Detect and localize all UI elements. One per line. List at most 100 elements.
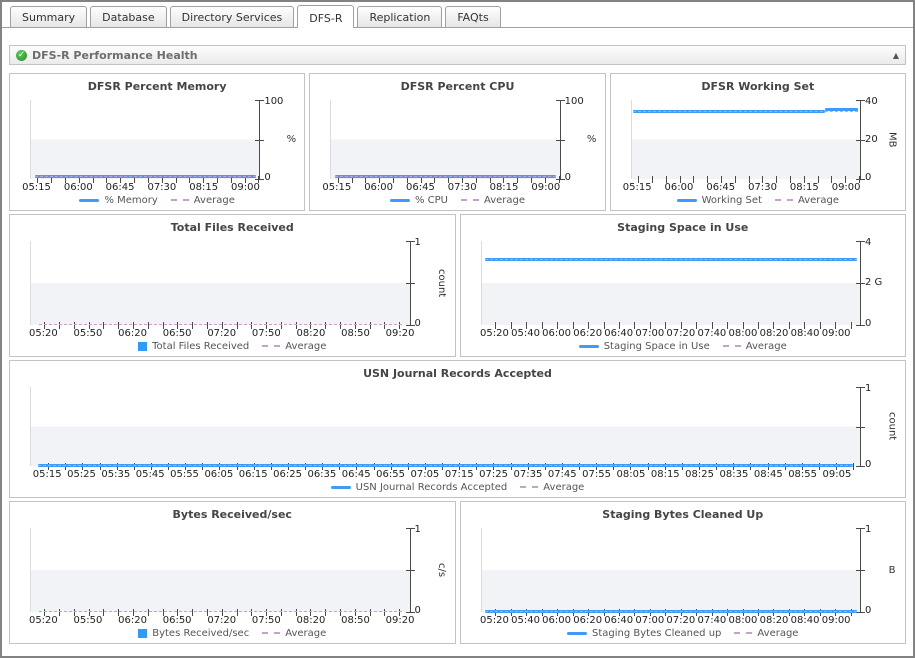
x-tick-label: 06:45 bbox=[706, 182, 736, 193]
average-swatch bbox=[262, 345, 281, 347]
x-tick-mark bbox=[175, 176, 177, 183]
tab-faqts[interactable]: FAQts bbox=[445, 6, 501, 27]
x-tick-label: 06:20 bbox=[573, 615, 603, 626]
x-tick-label: 09:20 bbox=[385, 328, 415, 339]
x-tick-mark bbox=[517, 176, 519, 183]
average-label: Average bbox=[193, 194, 235, 206]
series-label: Total Files Received bbox=[152, 340, 250, 352]
series-swatch bbox=[79, 198, 100, 202]
y-tick-label: 0 bbox=[264, 172, 271, 183]
y-tick-label: 40 bbox=[865, 96, 878, 107]
x-tick-label: 07:40 bbox=[697, 328, 727, 339]
x-tick-label: 06:45 bbox=[405, 182, 435, 193]
x-tick-label: 05:15 bbox=[622, 182, 652, 193]
y-tick-mark bbox=[856, 570, 865, 571]
chart-staging-space-in-use: Staging Space in Use 4 2 G 0 05:20 05:40 06:00… bbox=[459, 214, 906, 357]
x-tick-mark bbox=[369, 322, 371, 329]
tab-dfs-r[interactable]: DFS-R bbox=[297, 5, 355, 28]
y-axis-unit: count bbox=[436, 268, 447, 298]
x-tick-mark bbox=[618, 322, 620, 329]
x-tick-mark bbox=[192, 609, 194, 616]
collapse-icon[interactable]: ▲ bbox=[892, 50, 899, 60]
x-tick-label: 08:15 bbox=[489, 182, 519, 193]
x-tick-label: 05:55 bbox=[170, 469, 199, 480]
x-tick-label: 06:25 bbox=[273, 469, 302, 480]
x-tick-mark bbox=[147, 322, 149, 329]
tab-database[interactable]: Database bbox=[90, 6, 167, 27]
x-tick-mark bbox=[189, 176, 191, 183]
tab-directory-services[interactable]: Directory Services bbox=[169, 6, 295, 27]
series-label: % CPU bbox=[414, 194, 448, 206]
section-header[interactable]: ✓ DFS-R Performance Health ▲ bbox=[9, 45, 906, 65]
tab-summary[interactable]: Summary bbox=[10, 6, 88, 27]
y-tick-mark bbox=[405, 283, 415, 284]
x-tick-label: 05:45 bbox=[135, 469, 165, 480]
x-tick-mark bbox=[106, 176, 108, 183]
x-tick-mark bbox=[557, 322, 559, 329]
x-tick-mark bbox=[295, 322, 297, 329]
x-tick-label: 06:05 bbox=[204, 469, 234, 480]
x-tick-mark bbox=[295, 609, 297, 616]
x-tick-label: 06:50 bbox=[162, 615, 192, 626]
x-tick-label: 05:50 bbox=[73, 615, 103, 626]
x-tick-label: 07:30 bbox=[147, 182, 177, 193]
x-tick-mark bbox=[819, 322, 821, 329]
y-axis-unit: count bbox=[886, 412, 898, 441]
x-tick-mark bbox=[325, 609, 327, 616]
x-tick-mark bbox=[680, 322, 682, 329]
x-tick-label: 08:20 bbox=[296, 615, 326, 626]
x-tick-mark bbox=[310, 609, 312, 616]
x-tick-label: 06:40 bbox=[604, 328, 634, 339]
y-axis-labels: 100 0 bbox=[260, 96, 284, 183]
average-line bbox=[38, 324, 402, 325]
x-tick-mark bbox=[817, 176, 819, 183]
x-tick-label: 05:20 bbox=[480, 615, 509, 626]
x-tick-mark bbox=[133, 609, 135, 616]
x-tick-mark bbox=[788, 322, 790, 329]
plot-area bbox=[330, 100, 565, 183]
x-tick-label: 06:45 bbox=[341, 469, 371, 480]
x-tick-label: 07:15 bbox=[444, 469, 474, 480]
y-tick-mark bbox=[856, 612, 865, 613]
x-tick-label: 09:00 bbox=[531, 182, 561, 193]
average-line bbox=[633, 110, 859, 112]
x-tick-label: 06:20 bbox=[118, 328, 147, 339]
x-tick-mark bbox=[103, 322, 105, 329]
tab-replication[interactable]: Replication bbox=[357, 6, 443, 27]
series-label: Working Set bbox=[701, 194, 762, 206]
chart-row-4: Bytes Received/sec 1 0 c/s 05:20 05:50 06:20 06… bbox=[9, 501, 906, 644]
x-tick-label: 05:35 bbox=[101, 469, 131, 480]
x-tick-mark bbox=[634, 322, 636, 329]
x-tick-mark bbox=[266, 609, 268, 616]
x-tick-mark bbox=[88, 322, 90, 329]
x-tick-mark bbox=[244, 176, 246, 183]
x-tick-mark bbox=[221, 322, 223, 329]
y-tick-mark bbox=[555, 139, 565, 141]
y-axis-labels: 4 2 G 0 bbox=[861, 237, 885, 329]
average-line bbox=[38, 611, 402, 612]
x-tick-mark bbox=[649, 322, 651, 329]
x-tick-mark bbox=[696, 322, 698, 329]
x-tick-mark bbox=[73, 322, 75, 329]
x-tick-mark bbox=[236, 322, 238, 329]
y-axis-unit: B bbox=[888, 564, 896, 576]
y-axis-unit: % bbox=[586, 134, 597, 145]
x-tick-mark bbox=[88, 609, 90, 616]
x-tick-label: 07:35 bbox=[513, 469, 543, 480]
x-tick-label: 07:45 bbox=[547, 469, 577, 480]
x-tick-label: 06:00 bbox=[542, 615, 572, 626]
x-tick-label: 08:15 bbox=[189, 182, 219, 193]
y-tick-mark bbox=[405, 570, 415, 571]
x-tick-mark bbox=[588, 322, 590, 329]
average-line bbox=[484, 611, 857, 612]
x-tick-label: 08:35 bbox=[719, 469, 749, 480]
x-tick-mark bbox=[203, 176, 205, 183]
y-tick-mark bbox=[856, 139, 865, 141]
x-tick-mark bbox=[572, 322, 574, 329]
x-tick-label: 06:20 bbox=[573, 328, 603, 339]
x-tick-mark bbox=[365, 176, 367, 183]
y-tick-mark bbox=[255, 139, 265, 141]
